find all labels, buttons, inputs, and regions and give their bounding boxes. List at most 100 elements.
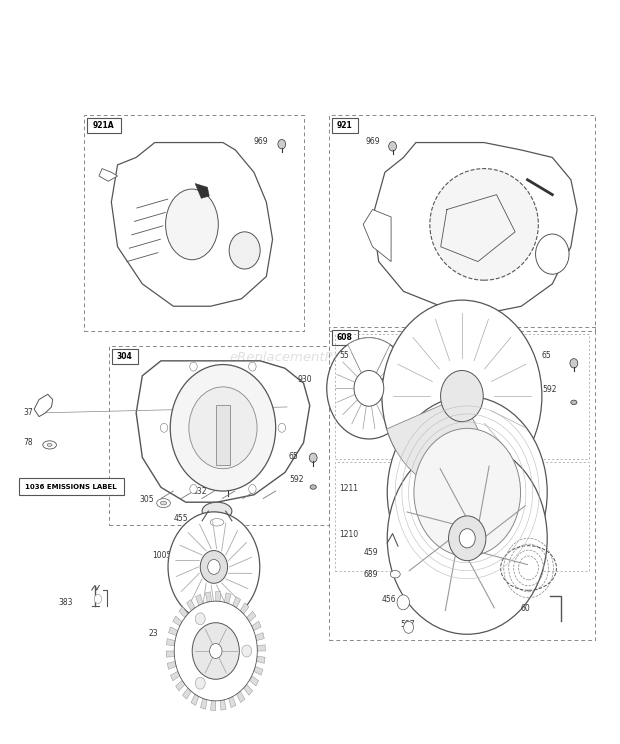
Ellipse shape	[310, 485, 316, 490]
Circle shape	[200, 551, 228, 583]
Ellipse shape	[202, 502, 232, 520]
Bar	[329, 115, 595, 331]
Polygon shape	[252, 621, 261, 631]
Circle shape	[414, 429, 521, 557]
Circle shape	[170, 365, 276, 491]
Circle shape	[327, 338, 411, 439]
Ellipse shape	[161, 501, 167, 505]
Circle shape	[278, 423, 286, 432]
Circle shape	[242, 645, 252, 657]
Polygon shape	[232, 597, 241, 608]
Polygon shape	[220, 700, 226, 711]
Text: 1210: 1210	[339, 530, 358, 539]
Bar	[332, 118, 358, 133]
Text: 592: 592	[542, 385, 556, 394]
Text: 969: 969	[366, 137, 381, 146]
Bar	[87, 118, 121, 133]
Circle shape	[404, 621, 414, 633]
Circle shape	[224, 481, 232, 492]
Circle shape	[389, 141, 397, 151]
Ellipse shape	[47, 443, 52, 446]
Polygon shape	[224, 593, 231, 603]
Bar	[332, 330, 358, 345]
Bar	[112, 349, 138, 364]
Text: 78: 78	[24, 438, 33, 447]
Circle shape	[208, 559, 220, 574]
Circle shape	[249, 484, 256, 493]
Circle shape	[190, 362, 197, 371]
Bar	[216, 405, 231, 465]
Polygon shape	[247, 611, 256, 622]
Circle shape	[570, 359, 578, 368]
Polygon shape	[169, 626, 178, 635]
Text: 921A: 921A	[93, 121, 115, 130]
Polygon shape	[240, 603, 249, 614]
Text: 689: 689	[363, 570, 378, 579]
Polygon shape	[195, 594, 203, 606]
Ellipse shape	[391, 571, 401, 578]
Text: 969: 969	[253, 137, 268, 146]
Polygon shape	[34, 394, 53, 417]
Polygon shape	[257, 645, 265, 651]
Circle shape	[229, 232, 260, 269]
Polygon shape	[363, 210, 391, 262]
Polygon shape	[229, 696, 236, 708]
Text: 65: 65	[542, 351, 552, 360]
Polygon shape	[136, 361, 310, 502]
Text: 1211: 1211	[339, 484, 358, 493]
Text: 456: 456	[382, 594, 397, 603]
Wedge shape	[387, 396, 502, 492]
Text: 921: 921	[337, 121, 353, 130]
Polygon shape	[216, 591, 221, 601]
Polygon shape	[254, 667, 263, 676]
Circle shape	[449, 516, 486, 561]
Circle shape	[192, 623, 239, 679]
Circle shape	[174, 601, 257, 701]
Text: 304: 304	[117, 352, 133, 361]
Circle shape	[278, 139, 286, 149]
Polygon shape	[211, 701, 216, 711]
Wedge shape	[348, 338, 390, 388]
Polygon shape	[99, 169, 118, 182]
Text: 459: 459	[363, 548, 378, 557]
Bar	[84, 115, 304, 331]
Circle shape	[189, 387, 257, 469]
Ellipse shape	[210, 519, 224, 526]
Circle shape	[195, 677, 205, 689]
Text: 597: 597	[401, 620, 415, 629]
Ellipse shape	[166, 189, 218, 260]
Circle shape	[388, 397, 547, 589]
Ellipse shape	[157, 498, 171, 507]
Circle shape	[382, 300, 542, 492]
Polygon shape	[112, 143, 273, 307]
Polygon shape	[170, 671, 180, 681]
Polygon shape	[173, 616, 182, 626]
Polygon shape	[166, 651, 174, 657]
Polygon shape	[175, 680, 185, 691]
Polygon shape	[182, 688, 192, 699]
Ellipse shape	[202, 516, 232, 528]
Polygon shape	[167, 661, 176, 670]
Text: 305: 305	[140, 495, 154, 504]
Polygon shape	[205, 591, 211, 602]
Polygon shape	[249, 676, 259, 686]
Circle shape	[459, 529, 476, 548]
Circle shape	[94, 594, 102, 603]
Polygon shape	[179, 607, 188, 618]
Circle shape	[161, 423, 168, 432]
Circle shape	[388, 442, 547, 634]
Circle shape	[195, 613, 205, 625]
Polygon shape	[166, 638, 175, 646]
Ellipse shape	[571, 400, 577, 405]
Ellipse shape	[43, 440, 56, 449]
Circle shape	[309, 453, 317, 463]
Bar	[108, 346, 329, 525]
Bar	[335, 462, 589, 571]
Ellipse shape	[430, 169, 538, 280]
Text: 1005: 1005	[152, 551, 171, 560]
Polygon shape	[373, 143, 577, 314]
Polygon shape	[200, 699, 207, 709]
Wedge shape	[369, 363, 411, 414]
Polygon shape	[237, 691, 245, 702]
Circle shape	[249, 362, 256, 371]
